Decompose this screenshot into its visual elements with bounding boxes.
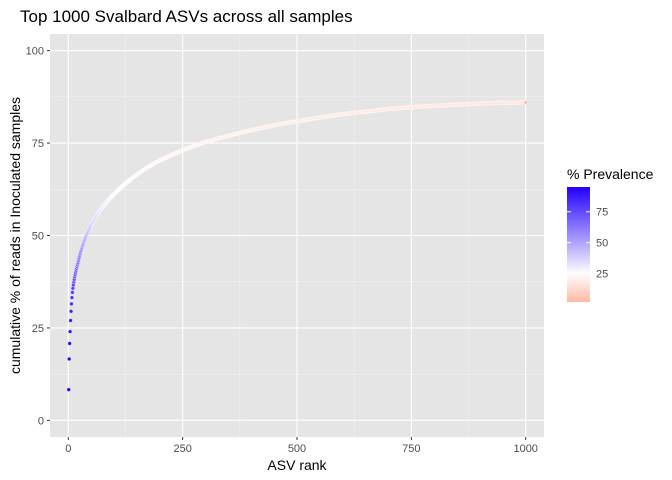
- legend-tick-label: 50: [596, 238, 608, 250]
- x-tick-label: 500: [288, 443, 306, 455]
- data-points: [66, 100, 528, 392]
- grid-major: [50, 34, 544, 437]
- x-tick-label: 750: [402, 443, 420, 455]
- data-point: [523, 100, 528, 105]
- legend-tick-label: 75: [596, 207, 608, 219]
- data-point: [67, 341, 72, 346]
- chart-title: Top 1000 Svalbard ASVs across all sample…: [20, 7, 353, 26]
- data-point: [70, 290, 75, 295]
- y-tick-label: 0: [38, 415, 44, 427]
- data-point: [69, 295, 75, 300]
- y-tick-label: 25: [32, 323, 44, 335]
- data-point: [68, 318, 73, 323]
- y-tick-label: 50: [32, 231, 44, 243]
- legend-tick-label: 25: [596, 269, 608, 281]
- data-point: [68, 329, 73, 334]
- legend-title: % Prevalence: [567, 166, 654, 182]
- x-tick-label: 250: [173, 443, 191, 455]
- legend-ticks: 25 50 75: [567, 207, 608, 281]
- legend: % Prevalence 25 50 75: [567, 166, 654, 302]
- data-point: [67, 356, 72, 362]
- y-tick-label: 75: [32, 138, 44, 150]
- y-axis-ticks: 0 25 50 75 100: [26, 46, 50, 427]
- x-tick-label: 0: [65, 443, 71, 455]
- x-axis-title: ASV rank: [267, 457, 327, 473]
- legend-colorbar: [567, 187, 590, 302]
- y-axis-title: cumulative % of reads in Inoculated samp…: [7, 97, 23, 374]
- data-point: [68, 309, 74, 314]
- data-point: [69, 301, 74, 306]
- y-tick-label: 100: [26, 46, 44, 58]
- x-tick-label: 1000: [513, 443, 537, 455]
- data-point: [66, 387, 71, 392]
- x-axis-ticks: 0 250 500 750 1000: [65, 437, 538, 455]
